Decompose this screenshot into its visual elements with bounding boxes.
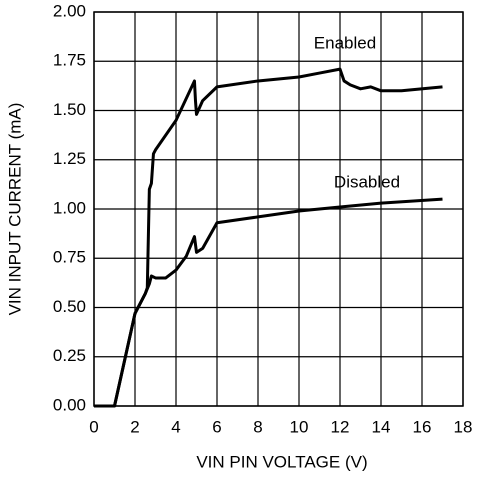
y-axis-title: VIN INPUT CURRENT (mA) — [5, 103, 24, 316]
y-tick-label: 0.25 — [53, 346, 86, 365]
series-label: Enabled — [314, 33, 376, 52]
series-label: Disabled — [334, 172, 400, 191]
x-tick-label: 16 — [413, 417, 432, 436]
x-tick-label: 6 — [212, 417, 221, 436]
x-tick-label: 4 — [171, 417, 180, 436]
plot-frame — [93, 11, 464, 407]
line — [94, 67, 443, 408]
x-tick-label: 10 — [290, 417, 309, 436]
y-tick-label: 1.25 — [53, 149, 86, 168]
y-tick-label: 2.00 — [53, 1, 86, 20]
x-tick-label: 8 — [253, 417, 262, 436]
x-axis-title: VIN PIN VOLTAGE (V) — [196, 452, 367, 471]
x-tick-label: 14 — [372, 417, 391, 436]
y-tick-label: 1.00 — [53, 198, 86, 217]
y-tick-label: 1.50 — [53, 100, 86, 119]
x-tick-label: 18 — [454, 417, 473, 436]
y-tick-label: 0.75 — [53, 248, 86, 267]
x-tick-label: 0 — [89, 417, 98, 436]
x-tick-label: 2 — [130, 417, 139, 436]
y-tick-label: 0.00 — [53, 395, 86, 414]
y-tick-label: 1.75 — [53, 51, 86, 70]
x-tick-label: 12 — [331, 417, 350, 436]
line — [94, 197, 443, 408]
y-tick-label: 0.50 — [53, 297, 86, 316]
